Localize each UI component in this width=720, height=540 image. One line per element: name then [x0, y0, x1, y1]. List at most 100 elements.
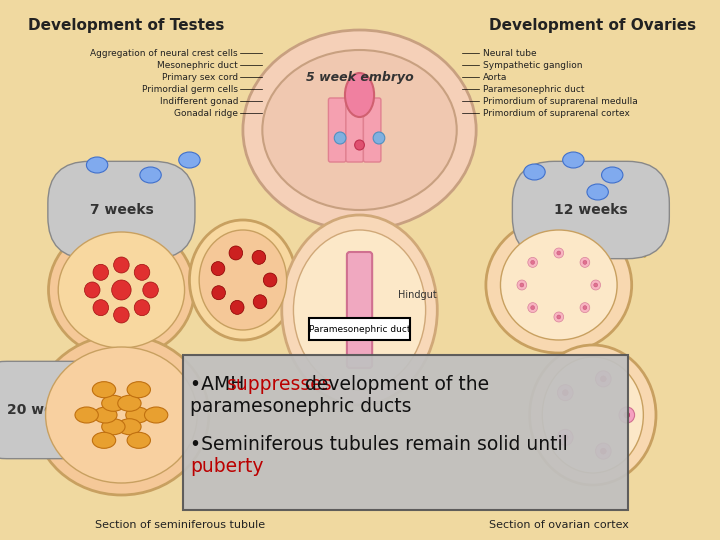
Ellipse shape [243, 30, 476, 230]
FancyBboxPatch shape [183, 355, 628, 510]
Circle shape [114, 307, 129, 323]
Text: Primary sex cord: Primary sex cord [162, 72, 238, 82]
Text: Primordium of suprarenal medulla: Primordium of suprarenal medulla [483, 97, 638, 105]
Ellipse shape [145, 407, 168, 423]
FancyArrow shape [61, 191, 105, 256]
Text: 7 weeks: 7 weeks [89, 203, 153, 217]
Text: Paramesonephric duct: Paramesonephric duct [483, 84, 585, 93]
Text: •AMH: •AMH [190, 375, 251, 395]
Circle shape [557, 315, 561, 319]
Circle shape [557, 384, 573, 401]
Circle shape [531, 306, 535, 309]
Ellipse shape [601, 167, 623, 183]
Text: Gonadal ridge: Gonadal ridge [174, 109, 238, 118]
Text: puberty: puberty [190, 457, 264, 476]
Circle shape [229, 246, 243, 260]
Circle shape [212, 286, 225, 300]
Text: Section of ovarian cortex: Section of ovarian cortex [489, 520, 629, 530]
Text: Primordium of suprarenal cortex: Primordium of suprarenal cortex [483, 109, 630, 118]
Circle shape [600, 376, 606, 382]
Ellipse shape [542, 357, 644, 473]
Circle shape [580, 302, 590, 313]
Text: development of the: development of the [299, 375, 489, 395]
Text: paramesonephric ducts: paramesonephric ducts [190, 397, 412, 416]
Text: Paramesonephric duct: Paramesonephric duct [309, 325, 410, 334]
Circle shape [520, 283, 523, 287]
Ellipse shape [102, 418, 125, 435]
Ellipse shape [500, 230, 617, 340]
Ellipse shape [45, 347, 197, 483]
Text: Development of Testes: Development of Testes [28, 18, 225, 33]
Circle shape [583, 306, 587, 309]
Text: •Seminiferous tubules remain solid until: •Seminiferous tubules remain solid until [190, 435, 568, 455]
Text: Development of Ovaries: Development of Ovaries [489, 18, 696, 33]
Circle shape [355, 140, 364, 150]
Circle shape [554, 248, 564, 258]
Circle shape [580, 258, 590, 267]
Text: Primordial germ cells: Primordial germ cells [142, 84, 238, 93]
Ellipse shape [530, 345, 656, 485]
Circle shape [143, 282, 158, 298]
Ellipse shape [118, 418, 141, 435]
Circle shape [84, 282, 100, 298]
Circle shape [595, 443, 611, 459]
Circle shape [557, 251, 561, 255]
Circle shape [531, 260, 535, 265]
Text: Sympathetic ganglion: Sympathetic ganglion [483, 60, 582, 70]
Ellipse shape [486, 217, 631, 353]
Circle shape [373, 132, 384, 144]
Ellipse shape [127, 433, 150, 448]
Ellipse shape [179, 152, 200, 168]
Circle shape [528, 302, 538, 313]
Ellipse shape [587, 184, 608, 200]
Ellipse shape [126, 407, 149, 423]
Circle shape [557, 429, 573, 445]
Ellipse shape [127, 382, 150, 397]
Text: TDF: TDF [76, 198, 98, 232]
Ellipse shape [262, 50, 456, 210]
Ellipse shape [102, 395, 125, 411]
Circle shape [595, 371, 611, 387]
Text: Aggregation of neural crest cells: Aggregation of neural crest cells [91, 49, 238, 57]
Text: No TDF: No TDF [626, 192, 647, 238]
Ellipse shape [58, 232, 184, 348]
Circle shape [93, 300, 109, 316]
Ellipse shape [189, 220, 297, 340]
Text: Hindgut: Hindgut [398, 290, 437, 300]
Circle shape [253, 295, 267, 309]
FancyBboxPatch shape [346, 98, 364, 162]
Text: Neural tube: Neural tube [483, 49, 536, 57]
Text: 12 weeks: 12 weeks [554, 203, 628, 217]
Circle shape [93, 264, 109, 280]
Circle shape [591, 280, 600, 290]
Circle shape [114, 257, 129, 273]
Ellipse shape [562, 152, 584, 168]
Circle shape [624, 412, 630, 418]
Circle shape [554, 312, 564, 322]
Circle shape [528, 258, 538, 267]
Ellipse shape [48, 222, 194, 358]
Ellipse shape [523, 164, 545, 180]
Circle shape [562, 434, 568, 440]
Ellipse shape [118, 395, 141, 411]
Circle shape [134, 264, 150, 280]
FancyBboxPatch shape [364, 98, 381, 162]
Ellipse shape [75, 407, 99, 423]
Ellipse shape [282, 215, 437, 405]
Circle shape [211, 261, 225, 275]
Text: Section of seminiferous tubule: Section of seminiferous tubule [94, 520, 265, 530]
Ellipse shape [294, 230, 426, 390]
Circle shape [134, 300, 150, 316]
Text: Indifferent gonad: Indifferent gonad [160, 97, 238, 105]
Circle shape [619, 407, 634, 423]
Circle shape [600, 448, 606, 454]
Circle shape [334, 132, 346, 144]
Ellipse shape [92, 382, 116, 397]
FancyArrow shape [613, 191, 657, 256]
Ellipse shape [94, 407, 117, 423]
Circle shape [230, 300, 244, 314]
Ellipse shape [86, 157, 108, 173]
Text: Mesonephric duct: Mesonephric duct [157, 60, 238, 70]
FancyBboxPatch shape [309, 318, 410, 340]
Ellipse shape [345, 73, 374, 117]
